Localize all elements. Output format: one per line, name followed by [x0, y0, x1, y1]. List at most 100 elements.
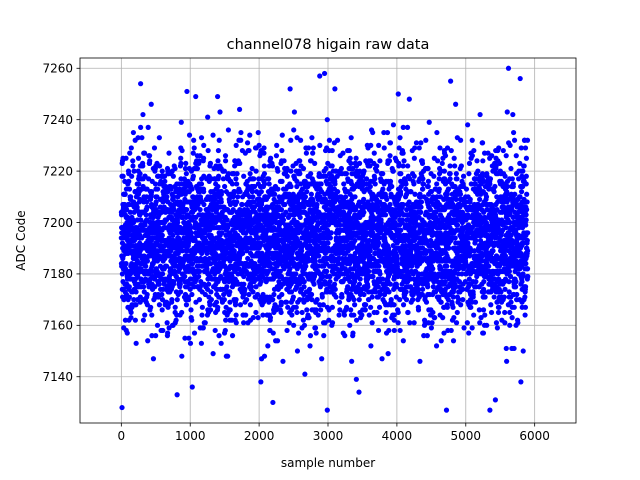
data-point	[393, 284, 400, 290]
data-point	[300, 317, 306, 323]
data-point	[274, 338, 281, 344]
data-point	[391, 327, 397, 334]
data-point	[139, 135, 145, 141]
data-point	[225, 171, 232, 177]
data-point	[283, 209, 289, 215]
data-point	[353, 376, 359, 382]
data-point	[279, 147, 285, 154]
data-point	[184, 248, 190, 254]
data-point	[306, 315, 312, 321]
data-point	[434, 181, 440, 187]
data-point	[140, 163, 146, 169]
data-point	[387, 271, 393, 277]
data-point	[400, 338, 406, 344]
data-point	[217, 109, 223, 115]
data-point	[275, 168, 281, 174]
data-point	[256, 142, 262, 148]
data-point	[400, 302, 407, 308]
data-point	[374, 309, 380, 316]
data-point	[207, 307, 214, 313]
data-point	[334, 137, 341, 143]
data-point	[151, 145, 158, 151]
data-point	[201, 189, 207, 195]
data-point	[444, 304, 450, 310]
data-point	[189, 261, 196, 267]
data-point	[294, 183, 300, 190]
data-point	[266, 176, 272, 182]
data-point	[373, 289, 379, 295]
data-point	[356, 281, 363, 287]
data-point	[453, 171, 459, 177]
data-point	[332, 181, 338, 187]
data-point	[147, 158, 153, 164]
data-point	[237, 302, 244, 308]
data-point	[130, 158, 136, 164]
data-point	[454, 309, 460, 316]
data-point	[227, 201, 234, 208]
data-point	[352, 302, 358, 308]
data-point	[141, 150, 148, 156]
data-point	[143, 263, 149, 269]
data-point	[160, 327, 166, 334]
data-point	[222, 183, 228, 190]
data-point	[450, 304, 456, 310]
data-point	[253, 168, 259, 174]
data-point	[394, 253, 400, 259]
data-point	[300, 165, 307, 172]
data-point	[282, 201, 288, 208]
data-point	[138, 217, 144, 223]
data-point	[436, 176, 442, 182]
data-point	[142, 312, 148, 318]
data-point	[255, 129, 261, 136]
data-point	[323, 165, 329, 172]
data-point	[367, 183, 373, 190]
data-point	[430, 266, 436, 272]
data-point	[387, 178, 394, 184]
data-point	[293, 271, 299, 277]
data-point	[230, 207, 236, 213]
data-point	[310, 150, 316, 156]
data-point	[371, 217, 377, 223]
data-point	[208, 289, 214, 295]
data-point	[341, 312, 348, 318]
data-point	[187, 286, 193, 292]
data-point	[238, 137, 244, 143]
data-point	[386, 158, 393, 164]
data-point	[395, 309, 401, 316]
data-point	[230, 243, 236, 249]
data-point	[385, 351, 391, 357]
data-point	[411, 155, 417, 161]
data-point	[202, 291, 208, 298]
data-point	[304, 189, 310, 195]
data-point	[131, 168, 137, 174]
data-point	[428, 189, 435, 195]
data-point	[153, 333, 159, 339]
data-point	[425, 183, 431, 190]
data-point	[171, 279, 177, 285]
data-point	[308, 171, 314, 177]
data-point	[454, 222, 461, 228]
data-point	[397, 327, 403, 334]
data-point	[253, 309, 259, 316]
data-point	[144, 258, 151, 264]
data-point	[306, 286, 313, 292]
data-point	[376, 304, 383, 310]
data-point	[303, 263, 309, 269]
data-point	[296, 330, 302, 336]
data-point	[333, 168, 339, 174]
data-point	[253, 284, 259, 290]
data-point	[405, 163, 411, 169]
data-point	[384, 196, 390, 202]
data-point	[436, 186, 442, 192]
data-point	[150, 356, 157, 362]
data-point	[189, 291, 195, 298]
data-point	[460, 173, 467, 179]
data-point	[229, 333, 236, 339]
data-point	[168, 271, 174, 277]
data-point	[170, 173, 176, 179]
data-point	[299, 248, 305, 254]
data-point	[243, 312, 249, 318]
data-point	[234, 199, 240, 205]
data-point	[172, 268, 178, 274]
data-point	[248, 284, 255, 290]
